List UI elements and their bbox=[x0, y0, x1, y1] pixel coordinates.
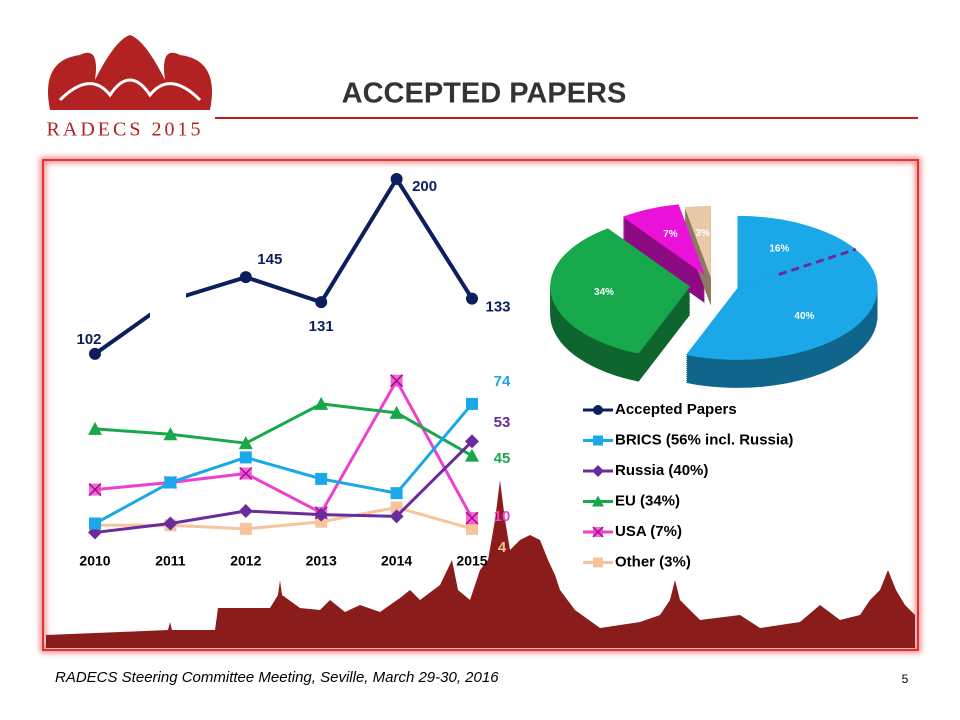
pie-label: 16% bbox=[769, 243, 789, 254]
marker-cross bbox=[390, 374, 404, 388]
data-label: 4 bbox=[498, 539, 507, 556]
data-point bbox=[465, 434, 479, 449]
series-line bbox=[94, 379, 474, 519]
data-point bbox=[239, 271, 252, 284]
legend-label: USA (7%) bbox=[615, 523, 682, 540]
legend-label: Other (3%) bbox=[615, 553, 691, 570]
x-tick-label: 2012 bbox=[230, 553, 261, 569]
data-point bbox=[315, 296, 328, 309]
pie-label: 34% bbox=[594, 287, 614, 298]
subset-divider bbox=[778, 247, 857, 276]
data-point bbox=[88, 421, 102, 435]
mask-box bbox=[150, 170, 186, 375]
data-point bbox=[390, 374, 404, 388]
data-point bbox=[89, 517, 101, 530]
data-point bbox=[389, 405, 404, 419]
data-label: 131 bbox=[309, 318, 334, 335]
legend-label: Russia (40%) bbox=[615, 462, 708, 479]
data-label: 102 bbox=[76, 331, 101, 348]
data-point bbox=[163, 427, 178, 441]
footer-text: RADECS Steering Committee Meeting, Sevil… bbox=[55, 669, 499, 686]
data-point bbox=[238, 504, 253, 519]
data-point bbox=[314, 507, 329, 522]
data-point bbox=[390, 501, 403, 514]
data-point bbox=[88, 483, 102, 497]
pie-slice bbox=[737, 215, 856, 288]
pie-slice bbox=[686, 249, 878, 360]
x-tick-label: 2010 bbox=[79, 553, 110, 569]
data-point bbox=[466, 522, 478, 535]
marker-cross bbox=[88, 483, 102, 497]
logo-text: RADECS 2015 bbox=[47, 119, 204, 141]
legend-marker bbox=[592, 495, 604, 507]
x-tick-label: 2011 bbox=[155, 553, 186, 569]
legend-marker bbox=[593, 405, 603, 415]
data-point bbox=[465, 511, 479, 525]
legend-marker bbox=[593, 557, 603, 568]
pie-label: 3% bbox=[695, 228, 710, 239]
data-point bbox=[315, 472, 328, 485]
legend-marker bbox=[592, 465, 604, 477]
data-point bbox=[239, 451, 252, 464]
data-point bbox=[465, 448, 479, 462]
skyline bbox=[46, 480, 915, 648]
pie-label: 40% bbox=[794, 311, 814, 322]
data-label: 10 bbox=[494, 508, 511, 525]
legend-marker bbox=[593, 435, 603, 446]
legend-label: BRICS (56% incl. Russia) bbox=[615, 431, 793, 448]
data-point bbox=[390, 487, 403, 500]
marker-cross bbox=[465, 511, 479, 525]
data-label: 45 bbox=[494, 450, 511, 467]
data-label: 133 bbox=[485, 299, 510, 316]
marker-cross bbox=[239, 466, 253, 481]
data-point bbox=[238, 436, 253, 450]
data-point bbox=[164, 476, 177, 489]
data-point bbox=[389, 509, 404, 524]
legend-label: EU (34%) bbox=[615, 492, 680, 509]
x-tick-label: 2013 bbox=[306, 553, 337, 569]
x-tick-label: 2015 bbox=[456, 553, 487, 569]
data-point bbox=[239, 466, 253, 481]
logo: RADECS 2015 bbox=[47, 35, 212, 141]
series-line bbox=[94, 440, 474, 534]
pie-slice bbox=[550, 228, 691, 354]
slide-title: ACCEPTED PAPERS bbox=[342, 78, 627, 110]
data-point bbox=[466, 292, 478, 305]
data-point bbox=[314, 396, 329, 410]
data-point bbox=[466, 397, 478, 410]
data-point bbox=[89, 347, 101, 360]
data-point bbox=[390, 173, 403, 185]
data-label: 74 bbox=[494, 373, 511, 390]
frame bbox=[42, 159, 919, 651]
page-number: 5 bbox=[902, 672, 909, 686]
legend-marker bbox=[592, 526, 604, 538]
series-line bbox=[94, 402, 473, 457]
series-line bbox=[94, 402, 474, 525]
data-label: 200 bbox=[412, 178, 437, 195]
data-label: 145 bbox=[257, 251, 282, 268]
marker-cross bbox=[592, 526, 604, 538]
x-tick-label: 2014 bbox=[381, 553, 412, 569]
data-label: 53 bbox=[494, 414, 511, 431]
data-point bbox=[239, 522, 252, 535]
pie-label: 7% bbox=[663, 229, 678, 240]
legend-label: Accepted Papers bbox=[615, 401, 737, 418]
pie-slice bbox=[622, 204, 705, 276]
data-point bbox=[163, 516, 178, 531]
pie-slice bbox=[684, 205, 711, 278]
